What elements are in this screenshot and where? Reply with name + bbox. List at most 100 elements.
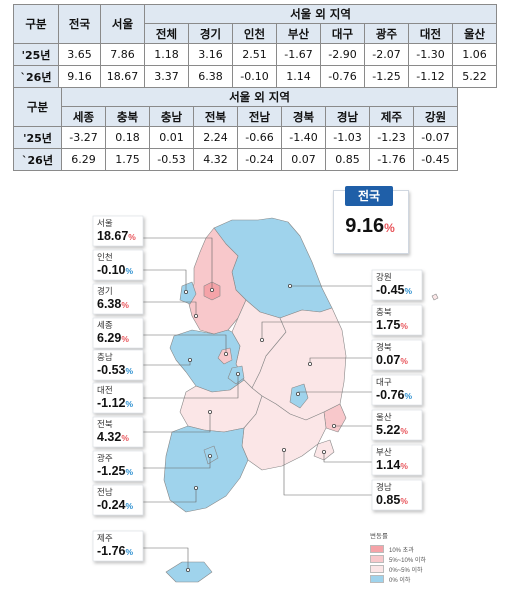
row-label: '25년 [13,126,62,149]
cell-value: 1.06 [451,43,498,66]
region-value: 6.29 [97,331,122,345]
region-card: 전남 -0.24% [97,487,133,514]
header-gubun: 구분 [13,4,59,44]
legend-item: 10% 초과 [370,544,460,554]
card-bg [371,409,423,441]
percent-sign: % [400,426,408,436]
header-region: 전체 [144,23,189,44]
cell-value: 1.18 [144,43,189,66]
card-bg [92,450,144,482]
legend-swatch [370,545,384,553]
region-name: 충남 [97,352,113,362]
region-card: 세종 6.29% [97,320,129,347]
header-gubun: 구분 [13,87,62,127]
legend-label: 10% 초과 [389,547,414,554]
cell-seoul: 7.86 [100,43,145,66]
card-bg [92,484,144,516]
header-region: 충남 [149,106,194,127]
region-card: 제주 -1.76% [97,533,133,560]
percent-sign: % [125,266,134,276]
legend-label: 0% 이하 [389,577,411,584]
cell-value: -1.12 [408,65,453,88]
cell-value: -1.25 [364,65,409,88]
cell-value: 3.16 [188,43,233,66]
region-value: 0.85 [376,493,401,507]
cell-value: 0.07 [281,148,326,171]
percent-sign: % [400,496,408,506]
header-region: 전남 [237,106,282,127]
region-incheon [179,281,197,305]
national-label: 전국 [345,186,393,206]
region-value: -0.53 [97,363,126,377]
card-bg [92,317,144,349]
region-card: 대구 -0.76% [376,377,412,404]
region-card: 울산 5.22% [376,412,408,439]
cell-value: -0.10 [232,65,277,88]
cell-value: -3.27 [61,126,106,149]
cell-value: 0.85 [325,148,370,171]
region-chungnam [169,329,245,393]
legend-item: 0% 이하 [370,574,460,584]
region-name: 대전 [97,385,113,395]
table-row: `26년 9.16 18.67 3.37 6.38 -0.10 1.14 -0.… [13,65,498,88]
region-card: 경북 0.07% [376,342,408,369]
percent-sign: % [125,366,134,376]
region-name: 전남 [97,487,113,497]
header-outside-seoul: 서울 외 지역 [143,4,498,24]
header-region: 경남 [325,106,370,127]
legend-item: 5%~10% 이하 [370,554,460,564]
region-card: 충북 1.75% [376,307,408,334]
region-card: 충남 -0.53% [97,352,133,379]
percent-sign: % [400,321,408,331]
cell-value: -1.67 [276,43,321,66]
header-seoul: 서울 [100,4,145,44]
card-bg [92,530,144,562]
region-name: 울산 [376,412,392,422]
cell-value: 1.14 [276,65,321,88]
percent-sign: % [121,300,129,310]
cell-value: 6.29 [61,148,106,171]
cell-value: 3.37 [144,65,189,88]
price-change-table-1: 구분 전국 서울 서울 외 지역 전체 경기 인천 부산 대구 광주 대전 울산… [13,4,498,88]
region-value: 0.07 [376,353,401,367]
header-region: 강원 [412,106,459,127]
percent-sign: % [125,547,134,557]
region-value: 6.38 [97,297,122,311]
region-sejong [217,347,233,365]
region-card: 부산 1.14% [376,447,408,474]
percent-sign: % [125,399,134,409]
region-name: 충북 [376,307,392,317]
cell-value: -1.03 [325,126,370,149]
legend-swatch [370,555,384,563]
cell-value: -1.30 [408,43,453,66]
cell-value: -1.40 [281,126,326,149]
percent-sign: % [384,221,395,235]
header-region: 인천 [232,23,277,44]
region-name: 서울 [97,218,113,228]
cell-value: -0.76 [320,65,365,88]
cell-value: 2.51 [232,43,277,66]
percent-sign: % [121,334,129,344]
legend-title: 변동률 [370,533,388,540]
region-value: -0.76 [376,388,405,402]
percent-sign: % [404,391,413,401]
region-name: 인천 [97,252,113,262]
cell-value: -1.76 [369,148,414,171]
cell-value: -1.23 [369,126,414,149]
cell-value: -0.07 [412,126,459,149]
region-name: 광주 [97,453,113,463]
price-change-table-2: 구분 서울 외 지역 세종 충북 충남 전북 전남 경북 경남 제주 강원 '2… [13,87,459,171]
region-value: 1.75 [376,318,401,332]
header-region: 제주 [369,106,414,127]
region-name: 경기 [97,286,113,296]
header-region: 대전 [408,23,453,44]
header-region: 전북 [193,106,238,127]
region-card: 서울 18.67% [97,218,136,245]
region-card: 광주 -1.25% [97,453,133,480]
card-bg [371,479,423,511]
table-row: '25년 3.65 7.86 1.18 3.16 2.51 -1.67 -2.9… [13,43,498,66]
card-bg [371,374,423,406]
region-name: 경남 [376,482,392,492]
percent-sign: % [128,232,136,242]
header-region: 충북 [105,106,150,127]
